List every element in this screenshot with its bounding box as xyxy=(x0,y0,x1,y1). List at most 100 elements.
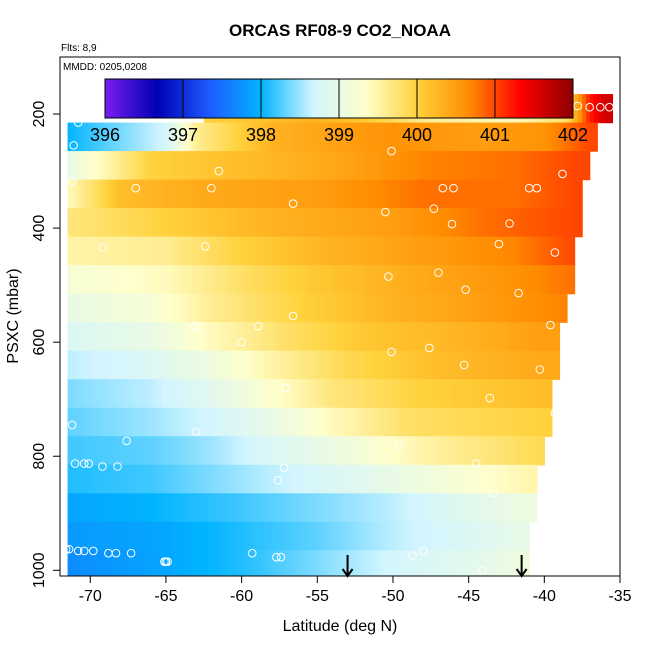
heatmap-cell xyxy=(90,521,95,551)
heatmap-cell xyxy=(449,208,455,238)
heatmap-cell xyxy=(464,493,470,523)
heatmap-cell xyxy=(124,236,129,266)
heatmap-cell xyxy=(150,407,156,437)
heatmap-cell xyxy=(525,293,530,323)
heatmap-cell xyxy=(112,521,118,551)
heatmap-cell xyxy=(389,265,394,295)
heatmap-cell xyxy=(177,493,182,523)
heatmap-cell xyxy=(245,265,250,295)
heatmap-cell xyxy=(434,464,439,494)
colorbar-segment xyxy=(198,79,202,118)
sample-point xyxy=(79,546,89,556)
heatmap-cell xyxy=(120,265,125,295)
heatmap-cell xyxy=(222,407,228,437)
heatmap-cell xyxy=(67,379,72,409)
heatmap-cell xyxy=(162,464,167,494)
heatmap-cell xyxy=(218,179,224,209)
heatmap-cell xyxy=(355,179,360,209)
heatmap-cell xyxy=(177,407,182,437)
heatmap-cell xyxy=(355,208,360,238)
heatmap-cell xyxy=(370,436,375,466)
heatmap-cell xyxy=(574,94,579,124)
heatmap-cell xyxy=(309,265,315,295)
heatmap-cell xyxy=(218,521,224,551)
heatmap-cell xyxy=(464,521,470,551)
heatmap-cell xyxy=(445,236,451,266)
colorbar-segment xyxy=(567,79,571,118)
heatmap-cell xyxy=(294,122,299,152)
heatmap-cell xyxy=(90,493,95,523)
heatmap-cell xyxy=(480,208,485,238)
heatmap-cell xyxy=(139,293,144,323)
heatmap-cell xyxy=(567,236,572,266)
heatmap-cell xyxy=(215,151,220,181)
heatmap-cell xyxy=(226,293,231,323)
heatmap-cell xyxy=(358,464,364,494)
heatmap-cell xyxy=(222,493,228,523)
sample-point xyxy=(60,321,66,331)
heatmap-cell xyxy=(423,236,428,266)
colorbar-segment xyxy=(502,79,506,118)
heatmap-cell xyxy=(370,265,375,295)
colorbar-segment xyxy=(125,79,129,118)
heatmap-cell xyxy=(215,521,220,551)
heatmap-cell xyxy=(135,379,141,409)
heatmap-cell xyxy=(131,179,137,209)
heatmap-cell xyxy=(271,550,277,576)
heatmap-cell xyxy=(548,322,553,352)
heatmap-cell xyxy=(502,436,508,466)
heatmap-cell xyxy=(305,322,311,352)
heatmap-cell xyxy=(438,521,443,551)
colorbar-segment xyxy=(227,79,231,118)
heatmap-cell xyxy=(362,521,368,551)
heatmap-cell xyxy=(287,379,292,409)
x-tick-label: -70 xyxy=(79,588,102,605)
colorbar-segment xyxy=(424,79,428,118)
heatmap-cell xyxy=(389,464,394,494)
colorbar-segment xyxy=(510,79,514,118)
heatmap-cell xyxy=(336,407,341,437)
heatmap-cell xyxy=(514,179,519,209)
colorbar-segment xyxy=(263,79,267,118)
heatmap-cell xyxy=(457,350,462,380)
heatmap-cell xyxy=(290,493,296,523)
heatmap-cell xyxy=(332,236,337,266)
heatmap-cell xyxy=(362,322,368,352)
heatmap-cell xyxy=(445,151,451,181)
heatmap-cell xyxy=(370,407,375,437)
heatmap-cell xyxy=(419,236,424,266)
heatmap-cell xyxy=(192,407,197,437)
heatmap-cell xyxy=(544,265,549,295)
heatmap-cell xyxy=(355,236,360,266)
heatmap-cell xyxy=(487,293,492,323)
sample-point xyxy=(201,242,210,251)
heatmap-cell xyxy=(343,521,349,551)
heatmap-cell xyxy=(158,464,163,494)
heatmap-cell xyxy=(374,208,379,238)
heatmap-cell xyxy=(124,521,129,551)
heatmap-cell xyxy=(317,293,322,323)
sample-point xyxy=(596,102,605,112)
heatmap-cell xyxy=(495,293,500,323)
heatmap-cell xyxy=(241,521,246,551)
heatmap-cell xyxy=(97,322,103,352)
colorbar-segment xyxy=(549,79,553,118)
heatmap-cell xyxy=(249,464,254,494)
heatmap-cell xyxy=(392,236,398,266)
colorbar-segment xyxy=(557,79,561,118)
heatmap-cell xyxy=(313,521,318,551)
heatmap-cell xyxy=(298,322,303,352)
heatmap-cell xyxy=(131,350,137,380)
heatmap-cell xyxy=(408,179,413,209)
heatmap-cell xyxy=(324,521,330,551)
heatmap-cell xyxy=(264,293,269,323)
heatmap-cell xyxy=(427,151,432,181)
heatmap-cell xyxy=(366,322,371,352)
sample-point xyxy=(384,272,393,281)
heatmap-cell xyxy=(222,350,228,380)
heatmap-cell xyxy=(230,236,235,266)
heatmap-cell xyxy=(302,122,307,152)
heatmap-cell xyxy=(510,407,515,437)
heatmap-cell xyxy=(97,208,103,238)
heatmap-cell xyxy=(423,208,428,238)
